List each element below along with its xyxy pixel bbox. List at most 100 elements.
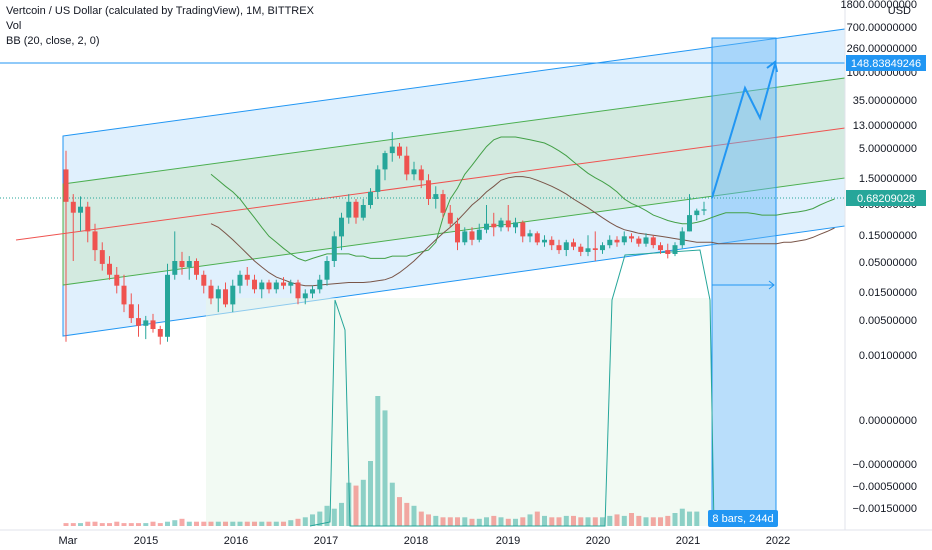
candle-body: [99, 250, 105, 264]
candle-body: [643, 237, 649, 244]
candle-body: [462, 231, 468, 243]
price-tags: 148.83849246 0.68209028: [846, 55, 926, 206]
candle-body: [440, 194, 446, 213]
time-tick-label: 2015: [134, 535, 158, 547]
candle-body: [165, 274, 170, 337]
candle-body: [186, 261, 192, 267]
volume-bar: [237, 521, 243, 526]
candle-body: [687, 215, 692, 232]
candle-body: [389, 146, 395, 154]
time-tick-label: 2020: [586, 535, 610, 547]
price-tick-label: 0.00100000: [859, 350, 917, 362]
price-tick-label: 35.00000000: [853, 95, 917, 107]
bb-upper-band: [210, 136, 835, 262]
volume-bar: [694, 511, 700, 526]
candle-body: [114, 274, 120, 286]
candle-body: [215, 289, 221, 299]
time-tick-label: 2017: [314, 535, 338, 547]
volume-bar: [194, 521, 199, 526]
volume-bar: [426, 514, 431, 526]
candle-body: [650, 237, 656, 246]
volume-bar: [339, 502, 344, 526]
volume-bar: [672, 513, 678, 526]
volume-bar: [498, 517, 504, 526]
candle-body: [223, 289, 228, 305]
candle-body: [658, 245, 663, 251]
volume-bar: [92, 521, 98, 526]
volume-bar: [418, 511, 424, 526]
volume-bar: [331, 508, 337, 526]
projection-path: [711, 63, 776, 199]
candle-body: [150, 320, 156, 329]
candle-body: [701, 209, 707, 211]
candle-body: [194, 261, 199, 275]
candle-body: [672, 245, 678, 254]
candle-body: [592, 248, 598, 250]
candle-body: [317, 279, 323, 290]
volume-bar: [462, 517, 468, 526]
volume-bar: [295, 518, 301, 526]
volume-bars: [63, 396, 700, 526]
price-tag-box: [846, 190, 926, 206]
volume-bar: [208, 521, 214, 526]
candle-body: [63, 169, 69, 202]
volume-bar: [223, 521, 228, 526]
time-tick-label: 2019: [496, 535, 520, 547]
candle-body: [556, 245, 562, 251]
volume-bar: [679, 508, 685, 526]
projection-arrowhead: [766, 60, 778, 73]
candle-body: [571, 242, 576, 247]
volume-bar: [447, 517, 453, 526]
candle-body: [128, 304, 134, 319]
volume-bar: [556, 517, 562, 526]
candle-body: [469, 231, 475, 240]
projection-drawing[interactable]: 8 bars, 244d: [708, 60, 778, 527]
candle-body: [266, 282, 272, 290]
candle-body: [331, 236, 337, 261]
chart-legend: Vertcoin / US Dollar (calculated by Trad…: [6, 4, 314, 49]
price-tick-label: −0.00000000: [852, 459, 917, 471]
volume-bar: [230, 521, 236, 526]
volume-bar: [629, 513, 634, 526]
range-arrowhead: [768, 280, 775, 290]
candle-body: [353, 201, 359, 218]
candle-body: [360, 205, 366, 218]
volume-bar: [636, 515, 642, 526]
volume-bar: [70, 523, 76, 526]
price-tick-label: 1.50000000: [859, 173, 917, 185]
volume-bar: [186, 521, 192, 526]
price-tick-label: −0.00050000: [852, 481, 917, 493]
candle-body: [600, 245, 605, 251]
volume-bar: [360, 479, 366, 526]
candle-body: [520, 222, 526, 237]
volume-bar: [324, 505, 330, 526]
time-tick-label: 2016: [224, 535, 248, 547]
price-tick-label: 0.01500000: [859, 287, 917, 299]
bollinger-indicator-label: BB (20, close, 2, 0): [6, 35, 100, 47]
volume-bar: [317, 511, 323, 526]
volume-bar: [165, 521, 170, 526]
candle-body: [252, 279, 257, 290]
price-tag-box: [846, 55, 926, 71]
candle-body: [433, 194, 439, 199]
volume-highlight-zone: [206, 298, 711, 526]
candle-body: [324, 261, 330, 280]
price-tick-label: 5.00000000: [859, 143, 917, 155]
volume-bar: [600, 517, 605, 526]
volume-bar: [368, 461, 373, 526]
volume-bar: [201, 521, 207, 526]
volume-bar: [63, 523, 69, 526]
candle-body: [179, 261, 185, 267]
candle-body: [694, 210, 700, 216]
volume-bar: [353, 485, 359, 526]
volume-bar: [382, 410, 388, 526]
volume-bar: [375, 396, 381, 526]
volume-bar: [549, 517, 555, 526]
candle-body: [513, 222, 518, 228]
candle-body: [476, 229, 482, 240]
candle-body: [143, 320, 149, 326]
candle-body: [578, 246, 584, 252]
time-tick-label: 2022: [766, 535, 790, 547]
volume-bar: [563, 515, 569, 526]
